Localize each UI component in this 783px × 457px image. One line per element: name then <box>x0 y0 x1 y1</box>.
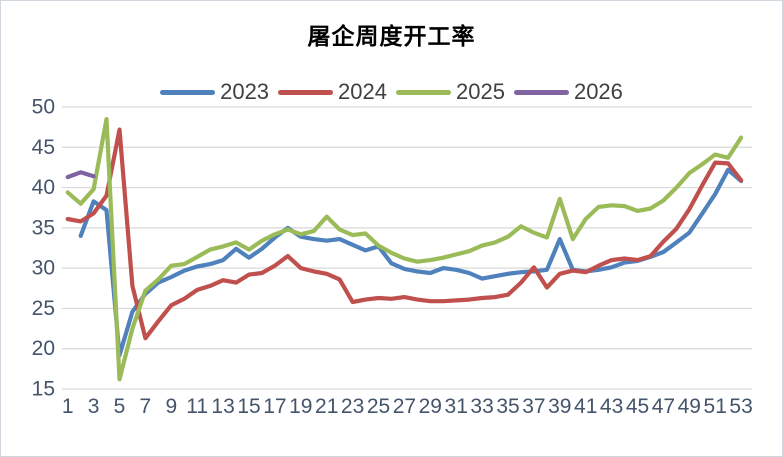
y-axis-label-30: 30 <box>32 257 55 280</box>
x-axis-label-5: 5 <box>114 395 126 418</box>
x-axis-label-11: 11 <box>186 395 208 418</box>
series-line-2026[interactable] <box>65 170 96 180</box>
y-axis-label-40: 40 <box>32 176 55 199</box>
legend-swatch-2025 <box>396 89 451 95</box>
y-axis-label-45: 45 <box>32 136 55 159</box>
y-axis-label-20: 20 <box>32 337 55 360</box>
y-axis-label-50: 50 <box>32 96 55 119</box>
x-axis-label-23: 23 <box>341 395 364 418</box>
x-axis-label-3: 3 <box>88 395 100 418</box>
x-axis-label-13: 13 <box>211 395 234 418</box>
x-axis-label-15: 15 <box>237 395 260 418</box>
x-axis-label-27: 27 <box>393 395 416 418</box>
series-line-2025[interactable] <box>65 116 744 382</box>
x-axis-label-1: 1 <box>62 395 74 418</box>
legend-item-2023[interactable]: 2023 <box>160 81 269 103</box>
x-axis-label-19: 19 <box>289 395 312 418</box>
legend-label-2023: 2023 <box>220 79 270 104</box>
x-axis-label-45: 45 <box>626 395 649 418</box>
x-axis-label-41: 41 <box>574 395 597 418</box>
legend-swatch-2026 <box>513 89 569 95</box>
y-axis-label-25: 25 <box>32 297 55 320</box>
x-axis-label-29: 29 <box>419 395 442 418</box>
x-axis-label-37: 37 <box>522 395 545 418</box>
x-axis-label-43: 43 <box>600 395 623 418</box>
x-axis-label-31: 31 <box>445 395 468 418</box>
legend-label-2024: 2024 <box>338 79 387 104</box>
legend-swatch-2024 <box>278 89 334 95</box>
x-axis-label-51: 51 <box>704 395 727 418</box>
x-axis-label-9: 9 <box>165 395 177 418</box>
x-axis-label-33: 33 <box>470 395 493 418</box>
chart-title: 屠企周度开工率 <box>307 24 476 49</box>
x-axis-label-21: 21 <box>315 395 338 418</box>
x-axis-label-7: 7 <box>140 395 152 418</box>
y-axis-label-15: 15 <box>32 378 55 401</box>
legend-item-2025[interactable]: 2025 <box>396 81 505 103</box>
series-line-2023[interactable] <box>78 167 744 358</box>
x-axis-label-35: 35 <box>496 395 519 418</box>
x-axis-label-53: 53 <box>729 395 752 418</box>
legend-swatch-2023 <box>160 89 216 95</box>
x-axis-label-25: 25 <box>367 395 390 418</box>
legend-item-2026[interactable]: 2026 <box>513 79 623 104</box>
x-axis-label-47: 47 <box>652 395 675 418</box>
x-axis-label-39: 39 <box>548 395 571 418</box>
series-line-2024[interactable] <box>65 127 744 341</box>
legend-label-2025: 2025 <box>456 79 505 104</box>
legend-item-2024[interactable]: 2024 <box>278 81 387 103</box>
y-axis-label-35: 35 <box>32 216 55 239</box>
legend-label-2026: 2026 <box>573 79 623 104</box>
x-axis-label-17: 17 <box>263 395 286 418</box>
chart-legend: 2023 2024 2025 2026 <box>1 81 782 103</box>
x-axis-label-49: 49 <box>678 395 701 418</box>
